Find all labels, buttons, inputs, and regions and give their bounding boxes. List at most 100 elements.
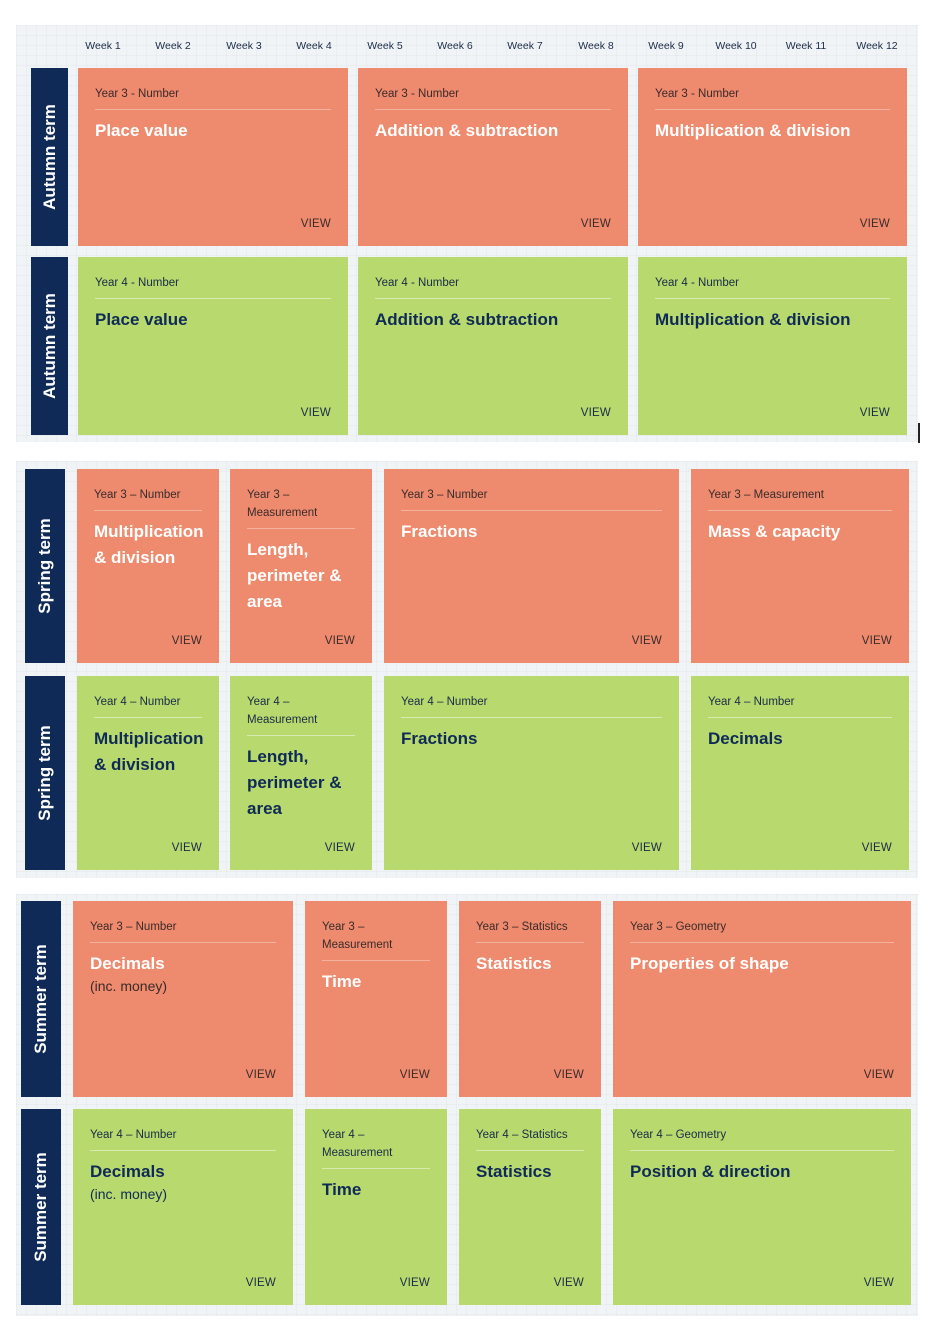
- unit-card[interactable]: Year 4 – Measurement Time VIEW: [305, 1109, 447, 1305]
- unit-card[interactable]: Year 4 - Number Addition & subtraction V…: [358, 257, 628, 435]
- unit-subject: Year 3 – Measurement: [708, 486, 892, 511]
- unit-subject: Year 3 – Number: [401, 486, 662, 511]
- view-link[interactable]: VIEW: [324, 842, 355, 854]
- unit-card[interactable]: Year 3 - Number Place value VIEW: [78, 68, 348, 246]
- unit-card[interactable]: Year 3 – Geometry Properties of shape VI…: [613, 901, 911, 1097]
- unit-title: Position & direction: [630, 1162, 791, 1181]
- term-label-bar: Spring term: [25, 676, 65, 870]
- view-link[interactable]: VIEW: [580, 218, 611, 230]
- unit-subject: Year 3 - Number: [95, 85, 331, 110]
- term-label: Summer term: [31, 1152, 50, 1262]
- week-label: Week 12: [856, 40, 898, 52]
- unit-title: Time: [322, 972, 362, 991]
- unit-subject: Year 3 – Measurement: [322, 918, 430, 961]
- week-label: Week 1: [85, 40, 121, 52]
- view-link[interactable]: VIEW: [863, 1069, 894, 1081]
- unit-card[interactable]: Year 3 – Measurement Mass & capacity VIE…: [691, 469, 909, 663]
- week-label: Week 8: [578, 40, 614, 52]
- view-link[interactable]: VIEW: [631, 842, 662, 854]
- view-link[interactable]: VIEW: [399, 1069, 430, 1081]
- view-link[interactable]: VIEW: [580, 407, 611, 419]
- unit-subject: Year 4 – Measurement: [247, 693, 355, 736]
- unit-title: Properties of shape: [630, 954, 789, 973]
- unit-title: Statistics: [476, 1162, 552, 1181]
- unit-card[interactable]: Year 3 – Number Multiplication & divisio…: [77, 469, 219, 663]
- spring-term-panel: Spring term Spring term Year 3 – Number …: [16, 461, 918, 878]
- unit-card[interactable]: Year 4 – Number Fractions VIEW: [384, 676, 679, 870]
- unit-card[interactable]: Year 4 – Number Decimals (inc. money) VI…: [73, 1109, 293, 1305]
- unit-subject: Year 4 – Measurement: [322, 1126, 430, 1169]
- week-label: Week 5: [367, 40, 403, 52]
- term-label: Summer term: [31, 944, 50, 1054]
- unit-title: Decimals: [90, 954, 165, 973]
- view-link[interactable]: VIEW: [861, 635, 892, 647]
- view-link[interactable]: VIEW: [553, 1277, 584, 1289]
- unit-subject: Year 3 - Number: [655, 85, 890, 110]
- unit-title: Length, perimeter & area: [247, 540, 342, 611]
- unit-title: Place value: [95, 121, 188, 140]
- unit-title: Decimals: [708, 729, 783, 748]
- view-link[interactable]: VIEW: [631, 635, 662, 647]
- unit-card[interactable]: Year 4 – Statistics Statistics VIEW: [459, 1109, 601, 1305]
- unit-title: Addition & subtraction: [375, 310, 559, 329]
- unit-card[interactable]: Year 4 – Number Multiplication & divisio…: [77, 676, 219, 870]
- week-label: Week 2: [155, 40, 191, 52]
- week-label: Week 11: [785, 40, 827, 52]
- unit-subject: Year 4 - Number: [375, 274, 611, 299]
- week-label: Week 9: [648, 40, 684, 52]
- view-link[interactable]: VIEW: [861, 842, 892, 854]
- unit-card[interactable]: Year 3 – Number Fractions VIEW: [384, 469, 679, 663]
- unit-card[interactable]: Year 4 – Measurement Length, perimeter &…: [230, 676, 372, 870]
- unit-subject: Year 3 – Number: [90, 918, 276, 943]
- unit-card[interactable]: Year 3 – Statistics Statistics VIEW: [459, 901, 601, 1097]
- view-link[interactable]: VIEW: [859, 407, 890, 419]
- week-label: Week 7: [507, 40, 543, 52]
- unit-card[interactable]: Year 3 – Measurement Time VIEW: [305, 901, 447, 1097]
- term-label: Spring term: [35, 518, 54, 614]
- view-link[interactable]: VIEW: [245, 1069, 276, 1081]
- term-label-bar: Autumn term: [31, 257, 68, 435]
- view-link[interactable]: VIEW: [859, 218, 890, 230]
- view-link[interactable]: VIEW: [553, 1069, 584, 1081]
- unit-title: Multiplication & division: [655, 121, 851, 140]
- view-link[interactable]: VIEW: [171, 635, 202, 647]
- view-link[interactable]: VIEW: [245, 1277, 276, 1289]
- unit-card[interactable]: Year 3 - Number Multiplication & divisio…: [638, 68, 907, 246]
- unit-card[interactable]: Year 3 - Number Addition & subtraction V…: [358, 68, 628, 246]
- unit-subject: Year 3 – Statistics: [476, 918, 584, 943]
- view-link[interactable]: VIEW: [399, 1277, 430, 1289]
- unit-note: (inc. money): [90, 978, 168, 994]
- summer-term-panel: Summer term Summer term Year 3 – Number …: [16, 894, 918, 1316]
- unit-subject: Year 3 – Number: [94, 486, 202, 511]
- week-header: Week 1 Week 2 Week 3 Week 4 Week 5 Week …: [16, 25, 918, 65]
- unit-subject: Year 4 - Number: [655, 274, 890, 299]
- unit-subject: Year 4 – Statistics: [476, 1126, 584, 1151]
- unit-card[interactable]: Year 4 – Number Decimals VIEW: [691, 676, 909, 870]
- unit-note: (inc. money): [90, 1186, 168, 1202]
- view-link[interactable]: VIEW: [324, 635, 355, 647]
- week-label: Week 6: [437, 40, 473, 52]
- unit-card[interactable]: Year 3 – Measurement Length, perimeter &…: [230, 469, 372, 663]
- unit-title: Fractions: [401, 729, 478, 748]
- view-link[interactable]: VIEW: [171, 842, 202, 854]
- autumn-term-panel: Week 1 Week 2 Week 3 Week 4 Week 5 Week …: [16, 25, 918, 442]
- unit-card[interactable]: Year 4 - Number Multiplication & divisio…: [638, 257, 907, 435]
- text-cursor: [918, 423, 920, 443]
- view-link[interactable]: VIEW: [863, 1277, 894, 1289]
- unit-title: Addition & subtraction: [375, 121, 559, 140]
- unit-card[interactable]: Year 4 - Number Place value VIEW: [78, 257, 348, 435]
- unit-card[interactable]: Year 3 – Number Decimals (inc. money) VI…: [73, 901, 293, 1097]
- view-link[interactable]: VIEW: [300, 407, 331, 419]
- unit-title: Place value: [95, 310, 188, 329]
- unit-subject: Year 3 - Number: [375, 85, 611, 110]
- unit-title: Multiplication & division: [94, 522, 204, 567]
- unit-subject: Year 4 - Number: [95, 274, 331, 299]
- week-label: Week 3: [226, 40, 262, 52]
- week-label: Week 4: [296, 40, 332, 52]
- term-label-bar: Summer term: [21, 1109, 61, 1305]
- unit-card[interactable]: Year 4 – Geometry Position & direction V…: [613, 1109, 911, 1305]
- view-link[interactable]: VIEW: [300, 218, 331, 230]
- unit-subject: Year 4 – Number: [94, 693, 202, 718]
- unit-title: Statistics: [476, 954, 552, 973]
- unit-subject: Year 3 – Geometry: [630, 918, 894, 943]
